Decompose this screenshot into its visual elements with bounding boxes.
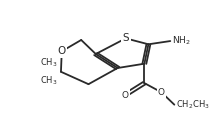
Text: CH$_2$CH$_3$: CH$_2$CH$_3$ (176, 98, 209, 111)
Text: O: O (58, 46, 66, 56)
Text: O: O (58, 46, 66, 56)
Text: O: O (121, 91, 128, 100)
Text: O: O (158, 88, 165, 97)
Text: S: S (122, 33, 129, 43)
Text: CH$_3$: CH$_3$ (40, 57, 58, 69)
Text: NH$_2$: NH$_2$ (172, 35, 191, 47)
Text: O: O (121, 91, 128, 100)
Text: S: S (122, 33, 129, 43)
Text: O: O (158, 88, 165, 97)
Text: CH$_3$: CH$_3$ (40, 74, 58, 87)
